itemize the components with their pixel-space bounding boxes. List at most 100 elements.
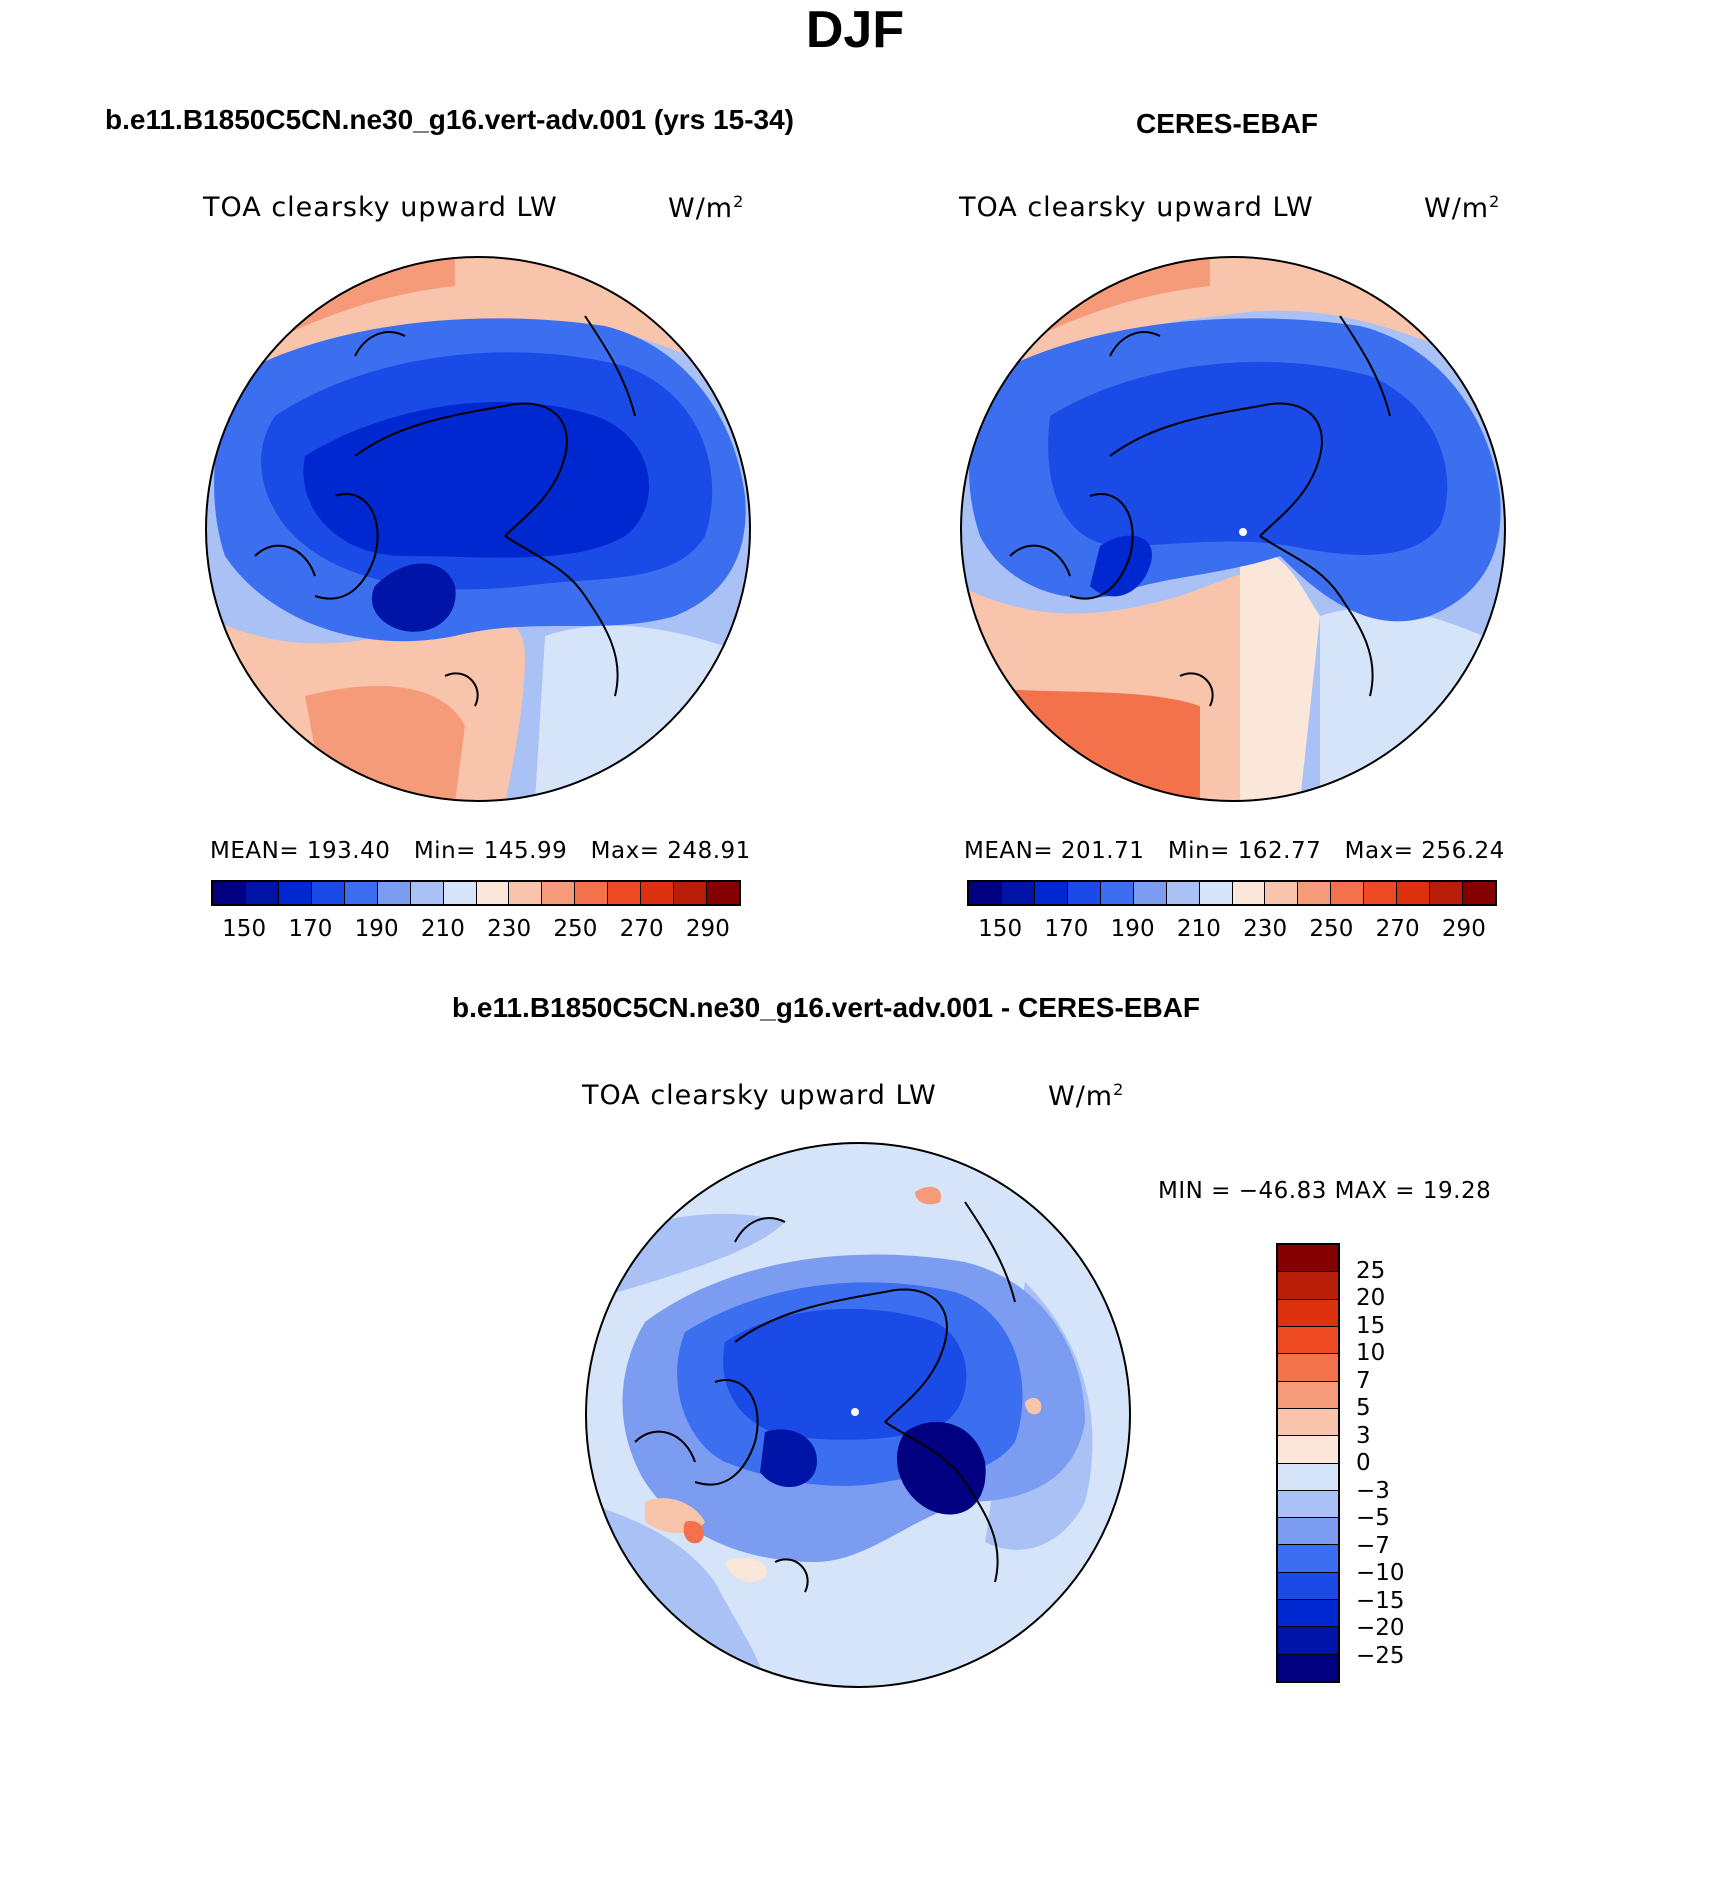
colorbar-swatch bbox=[1166, 882, 1200, 904]
colorbar-swatch bbox=[278, 882, 312, 904]
colorbar-model-ticks: 150 170 190 210 230 250 270 290 bbox=[211, 916, 741, 946]
colorbar-swatch bbox=[1278, 1272, 1338, 1300]
panel-model-stats: MEAN= 193.40 Min= 145.99 Max= 248.91 bbox=[210, 838, 751, 864]
colorbar-swatch bbox=[1278, 1326, 1338, 1355]
colorbar-swatch bbox=[1463, 882, 1495, 904]
panel-obs-variable: TOA clearsky upward LW bbox=[959, 192, 1314, 223]
colorbar-obs-ticks: 150 170 190 210 230 250 270 290 bbox=[967, 916, 1497, 946]
colorbar-swatch bbox=[1278, 1600, 1338, 1628]
colorbar-model bbox=[211, 880, 741, 906]
colorbar-obs bbox=[967, 880, 1497, 906]
colorbar-tick-label: 230 bbox=[487, 916, 532, 942]
panel-model-heading: b.e11.B1850C5CN.ne30_g16.vert-adv.001 (y… bbox=[105, 104, 794, 135]
panel-diff-units: W/m2 bbox=[1048, 1080, 1125, 1112]
colorbar-tick-label: −10 bbox=[1356, 1560, 1405, 1586]
map-obs bbox=[960, 256, 1506, 802]
panel-diff-variable: TOA clearsky upward LW bbox=[582, 1080, 937, 1111]
colorbar-swatch bbox=[344, 882, 378, 904]
colorbar-swatch bbox=[674, 882, 708, 904]
colorbar-tick-label: 150 bbox=[978, 916, 1023, 942]
colorbar-swatch bbox=[1278, 1463, 1338, 1491]
colorbar-tick-label: 290 bbox=[1441, 916, 1486, 942]
colorbar-swatch bbox=[1199, 882, 1233, 904]
figure-title: DJF bbox=[805, 1, 905, 59]
colorbar-tick-label: 0 bbox=[1356, 1450, 1371, 1476]
panel-model-units: W/m2 bbox=[668, 192, 745, 224]
panel-diff-heading: b.e11.B1850C5CN.ne30_g16.vert-adv.001 - … bbox=[452, 992, 1201, 1023]
colorbar-tick-label: 190 bbox=[1110, 916, 1155, 942]
colorbar-swatch bbox=[245, 882, 279, 904]
colorbar-swatch bbox=[476, 882, 510, 904]
colorbar-swatch bbox=[1331, 882, 1365, 904]
colorbar-tick-label: −5 bbox=[1356, 1505, 1390, 1531]
colorbar-swatch bbox=[1278, 1490, 1338, 1519]
colorbar-swatch bbox=[1278, 1408, 1338, 1437]
colorbar-swatch bbox=[1034, 882, 1068, 904]
colorbar-swatch bbox=[1278, 1545, 1338, 1573]
panel-diff-minmax: MIN = −46.83 MAX = 19.28 bbox=[1158, 1178, 1492, 1204]
panel-obs-heading: CERES-EBAF bbox=[1136, 108, 1319, 139]
colorbar-swatch bbox=[410, 882, 444, 904]
colorbar-tick-label: −3 bbox=[1356, 1477, 1390, 1504]
colorbar-tick-label: 190 bbox=[354, 916, 399, 942]
colorbar-swatch bbox=[1133, 882, 1167, 904]
colorbar-tick-label: 210 bbox=[1176, 916, 1221, 942]
colorbar-tick-label: 25 bbox=[1356, 1257, 1386, 1284]
colorbar-swatch bbox=[1232, 882, 1266, 904]
colorbar-tick-label: 250 bbox=[1309, 916, 1354, 942]
colorbar-swatch bbox=[1278, 1245, 1338, 1273]
map-diff bbox=[585, 1142, 1131, 1688]
colorbar-swatch bbox=[443, 882, 477, 904]
colorbar-tick-label: 7 bbox=[1356, 1367, 1371, 1394]
colorbar-tick-label: 210 bbox=[420, 916, 465, 942]
colorbar-tick-label: −7 bbox=[1356, 1532, 1390, 1559]
colorbar-tick-label: 270 bbox=[619, 916, 664, 942]
map-model bbox=[205, 256, 751, 802]
colorbar-tick-label: 5 bbox=[1356, 1395, 1371, 1421]
colorbar-swatch bbox=[311, 882, 345, 904]
colorbar-swatch bbox=[1278, 1627, 1338, 1655]
colorbar-swatch bbox=[1100, 882, 1134, 904]
colorbar-swatch bbox=[1278, 1299, 1338, 1327]
colorbar-tick-label: 250 bbox=[553, 916, 598, 942]
colorbar-swatch bbox=[1278, 1381, 1338, 1409]
colorbar-tick-label: 170 bbox=[288, 916, 333, 942]
panel-obs-units: W/m2 bbox=[1424, 192, 1501, 224]
colorbar-tick-label: −25 bbox=[1356, 1642, 1405, 1669]
colorbar-tick-label: −15 bbox=[1356, 1587, 1405, 1614]
colorbar-swatch bbox=[1265, 882, 1299, 904]
colorbar-swatch bbox=[1278, 1572, 1338, 1601]
colorbar-swatch bbox=[707, 882, 739, 904]
colorbar-tick-label: 170 bbox=[1044, 916, 1089, 942]
colorbar-swatch bbox=[1278, 1354, 1338, 1382]
colorbar-tick-label: 150 bbox=[222, 916, 267, 942]
colorbar-swatch bbox=[1298, 882, 1332, 904]
colorbar-swatch bbox=[608, 882, 642, 904]
colorbar-diff-ticks: 25 20 15 10 7 5 3 0 −3 −5 −7 −10 −15 −20 −25 bbox=[1356, 1243, 1436, 1683]
colorbar-tick-label: −20 bbox=[1356, 1615, 1405, 1641]
colorbar-tick-label: 20 bbox=[1356, 1285, 1386, 1311]
colorbar-tick-label: 10 bbox=[1356, 1340, 1386, 1366]
colorbar-swatch bbox=[1364, 882, 1398, 904]
colorbar-tick-label: 270 bbox=[1375, 916, 1420, 942]
colorbar-swatch bbox=[542, 882, 576, 904]
panel-model-variable: TOA clearsky upward LW bbox=[203, 192, 558, 223]
colorbar-tick-label: 15 bbox=[1356, 1312, 1386, 1339]
colorbar-tick-label: 290 bbox=[685, 916, 730, 942]
colorbar-swatch bbox=[1397, 882, 1431, 904]
colorbar-swatch bbox=[1278, 1518, 1338, 1546]
colorbar-tick-label: 3 bbox=[1356, 1422, 1371, 1449]
colorbar-swatch bbox=[641, 882, 675, 904]
colorbar-swatch bbox=[1430, 882, 1464, 904]
panel-obs-stats: MEAN= 201.71 Min= 162.77 Max= 256.24 bbox=[964, 838, 1505, 864]
colorbar-swatch bbox=[969, 882, 1002, 904]
colorbar-swatch bbox=[1278, 1654, 1338, 1681]
colorbar-swatch bbox=[509, 882, 543, 904]
colorbar-swatch bbox=[1001, 882, 1035, 904]
colorbar-swatch bbox=[575, 882, 609, 904]
colorbar-swatch bbox=[1278, 1436, 1338, 1464]
colorbar-swatch bbox=[377, 882, 411, 904]
colorbar-diff bbox=[1276, 1243, 1340, 1683]
colorbar-swatch bbox=[1067, 882, 1101, 904]
colorbar-tick-label: 230 bbox=[1243, 916, 1288, 942]
